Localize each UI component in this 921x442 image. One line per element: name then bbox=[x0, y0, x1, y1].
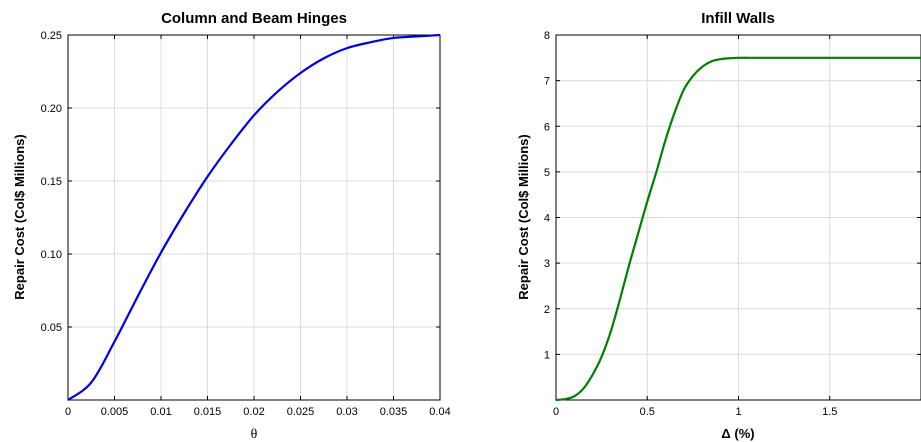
y-axis-label: Repair Cost (Col$ Millions) bbox=[516, 134, 531, 299]
chart-title: Column and Beam Hinges bbox=[161, 10, 347, 27]
x-tick-label: 0.005 bbox=[101, 406, 129, 418]
column-beam-hinges-chart: Column and Beam Hinges Repair Cost (Col$… bbox=[12, 10, 451, 442]
x-tick-label: 1.5 bbox=[822, 406, 837, 418]
y-tick-label: 3 bbox=[544, 258, 550, 270]
y-tick-label: 0.10 bbox=[41, 249, 62, 261]
x-tick-label: 0.015 bbox=[194, 406, 222, 418]
x-axis-label: θ bbox=[251, 427, 258, 442]
y-tick-label: 2 bbox=[544, 304, 550, 316]
y-tick-label: 1 bbox=[544, 349, 550, 361]
y-tick-label: 0.15 bbox=[41, 176, 62, 188]
x-axis-label: Δ (%) bbox=[721, 426, 754, 441]
y-tick-label: 0.05 bbox=[41, 322, 62, 334]
y-tick-label: 7 bbox=[544, 76, 550, 88]
x-tick-label: 1 bbox=[735, 406, 741, 418]
y-tick-label: 5 bbox=[544, 167, 550, 179]
x-tick-label: 0.035 bbox=[380, 406, 408, 418]
y-tick-label: 6 bbox=[544, 121, 550, 133]
x-tick-label: 0.03 bbox=[336, 406, 357, 418]
x-tick-label: 0.5 bbox=[640, 406, 655, 418]
x-tick-label: 0.01 bbox=[150, 406, 171, 418]
x-tick-label: 0 bbox=[553, 406, 559, 418]
series-line bbox=[555, 56, 921, 402]
y-axis-label: Repair Cost (Col$ Millions) bbox=[12, 134, 27, 299]
y-tick-label: 8 bbox=[544, 30, 550, 42]
y-tick-label: 0.20 bbox=[41, 103, 62, 115]
x-tick-label: 0.04 bbox=[429, 406, 450, 418]
x-tick-label: 0 bbox=[65, 406, 71, 418]
chart-title: Infill Walls bbox=[701, 10, 775, 27]
y-tick-label: 0.25 bbox=[41, 30, 62, 42]
infill-walls-chart: Infill Walls Repair Cost (Col$ Millions)… bbox=[516, 10, 921, 441]
series-line bbox=[67, 33, 441, 401]
x-tick-label: 0.025 bbox=[287, 406, 315, 418]
x-tick-label: 0.02 bbox=[243, 406, 264, 418]
y-tick-label: 4 bbox=[544, 213, 550, 225]
